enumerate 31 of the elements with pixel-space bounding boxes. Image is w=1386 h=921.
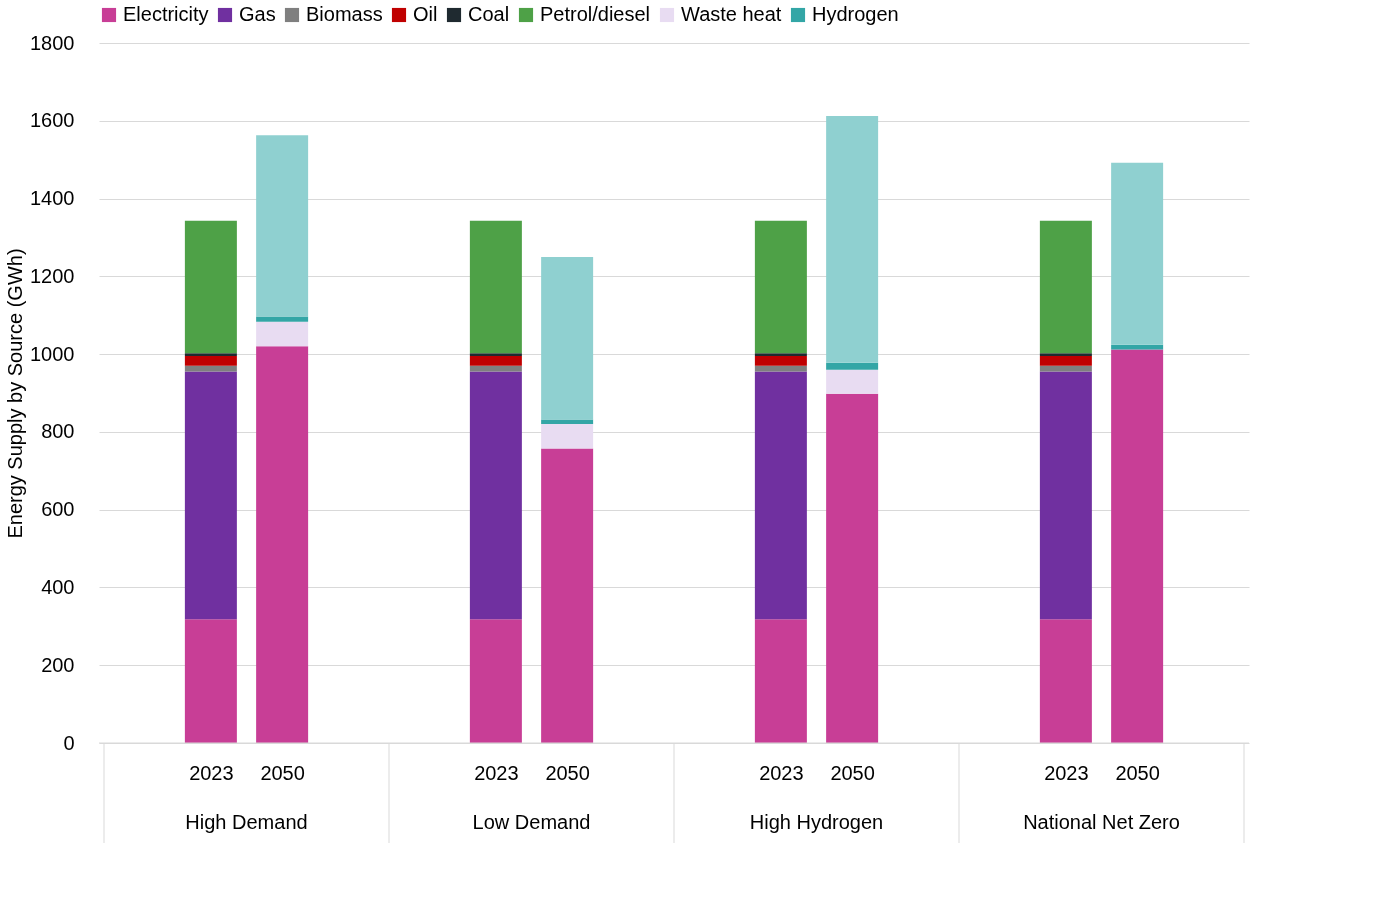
y-tick-label: 1000 — [30, 342, 75, 365]
y-axis-title: Energy Supply by Source (GWh) — [4, 248, 27, 539]
x-tick-label: 2050 — [545, 761, 590, 784]
x-tick-label: 2050 — [260, 761, 305, 784]
text: High Hydrogen — [749, 811, 884, 833]
legend-label: Waste heat — [681, 3, 782, 25]
legend-label: Gas — [239, 3, 276, 25]
x-tick-label: 2023 — [759, 761, 804, 784]
legend-label: Coal — [468, 3, 510, 25]
x-tick-label: 2050 — [830, 761, 875, 784]
legend-label: Petrol/diesel — [540, 3, 651, 25]
y-tick-label: 1200 — [30, 264, 75, 287]
legend-label: Hydrogen — [812, 3, 899, 25]
y-tick-label: 400 — [41, 575, 75, 598]
text: Low Demand — [472, 811, 591, 833]
legend-label: Oil — [413, 3, 438, 25]
y-tick-label: 800 — [41, 420, 75, 443]
x-tick-label: 2023 — [189, 761, 234, 784]
y-tick-label: 0 — [63, 731, 75, 754]
y-tick-label: 1600 — [30, 109, 75, 132]
legend-label: Electricity — [123, 3, 209, 25]
x-tick-label: 2023 — [1044, 761, 1089, 784]
legend-label: Biomass — [306, 3, 383, 25]
text: National Net Zero — [1023, 811, 1180, 833]
text: High Demand — [185, 811, 308, 833]
y-tick-label: 1400 — [30, 187, 75, 210]
x-tick-label: 2023 — [474, 761, 519, 784]
y-tick-label: 600 — [41, 498, 75, 521]
y-tick-label: 1800 — [30, 31, 75, 54]
x-tick-label: 2050 — [1115, 761, 1160, 784]
y-tick-label: 200 — [41, 653, 75, 676]
